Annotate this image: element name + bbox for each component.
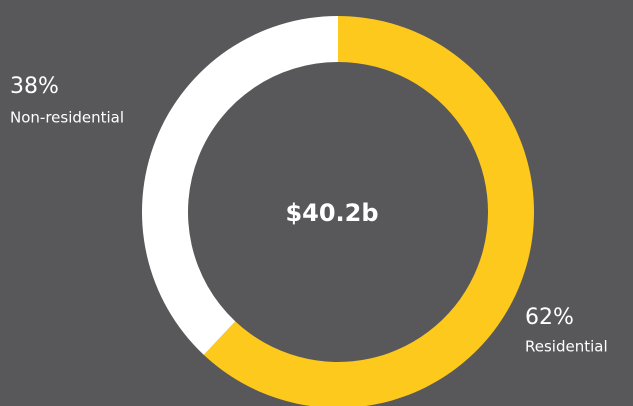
donut-slice: [203, 16, 534, 406]
slice-value-label: 62%: [525, 305, 574, 330]
slice-category-label: Residential: [525, 338, 608, 356]
slice-category-label: Non-residential: [10, 109, 124, 127]
slice-value-label: 38%: [10, 74, 59, 99]
donut-slice: [142, 15, 338, 355]
center-label: $40.2b: [285, 199, 378, 227]
